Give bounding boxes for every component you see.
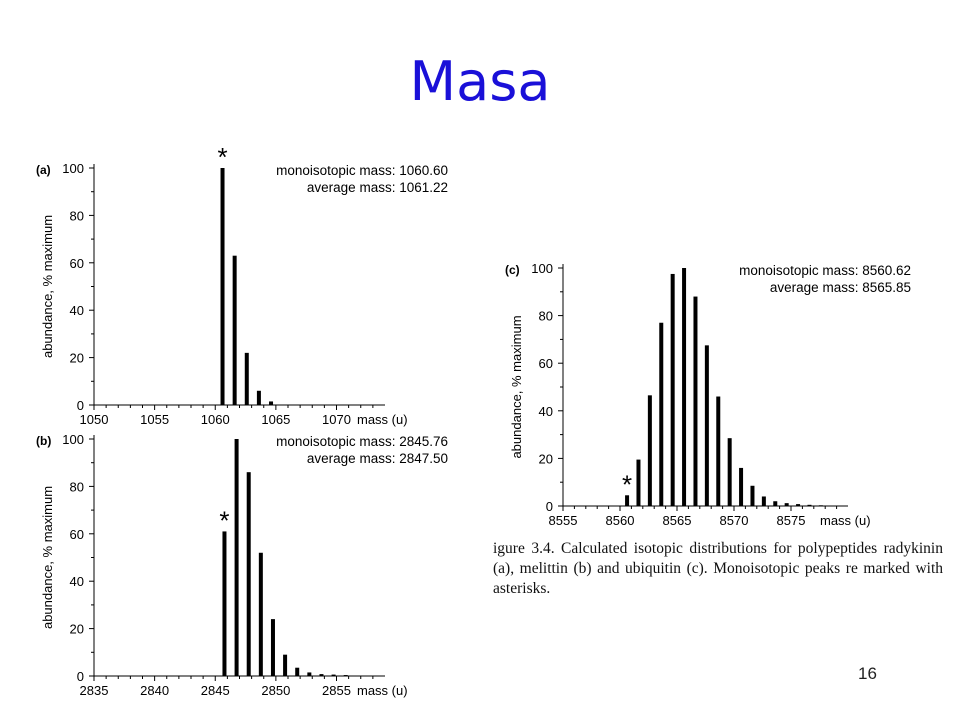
isotope-bar [319, 674, 324, 676]
y-tick-label: 60 [539, 356, 553, 371]
isotope-bar [727, 438, 732, 506]
x-tick-label: 1065 [261, 412, 290, 427]
y-axis-label: abundance, % maximum [40, 215, 55, 358]
figure-caption: igure 3.4. Calculated isotopic distribut… [493, 540, 943, 597]
isotope-bar [244, 352, 249, 405]
isotope-bar [234, 439, 239, 676]
monoisotopic-asterisk: * [217, 142, 227, 172]
isotope-bar [307, 672, 312, 676]
chart-panel-a: 0 20 40 60 80 100 1050 1055 1060 1065 1070 mass (u)… [36, 142, 448, 427]
isotope-bar [796, 504, 801, 506]
isotope-bar [739, 467, 744, 506]
isotope-bar [818, 505, 823, 506]
x-axis-label: mass (u) [357, 412, 408, 427]
y-tick-label: 60 [70, 527, 84, 542]
y-tick-label: 60 [70, 256, 84, 271]
y-tick-label: 80 [70, 208, 84, 223]
isotope-bar [625, 495, 630, 506]
isotope-bar [258, 552, 263, 676]
y-tick-label: 20 [70, 622, 84, 637]
x-tick-label: 8570 [720, 513, 749, 528]
average-mass-annotation: average mass: 8565.85 [770, 280, 911, 295]
isotope-bar [343, 675, 348, 676]
x-tick-label: 1070 [322, 412, 351, 427]
average-mass-annotation: average mass: 1061.22 [307, 180, 448, 195]
monoisotopic-mass-annotation: monoisotopic mass: 8560.62 [739, 263, 911, 278]
y-tick-label: 80 [539, 309, 553, 324]
isotope-bar [246, 472, 251, 676]
y-tick-label: 20 [539, 451, 553, 466]
y-tick-label: 40 [539, 404, 553, 419]
isotope-bar [222, 531, 227, 676]
isotope-bar [716, 396, 721, 506]
isotope-bar [807, 504, 812, 506]
monoisotopic-mass-annotation: monoisotopic mass: 2845.76 [276, 434, 448, 449]
y-tick-label: 0 [77, 398, 84, 413]
monoisotopic-asterisk: * [219, 505, 229, 535]
panel-label-a: (a) [36, 163, 51, 177]
y-tick-label: 40 [70, 303, 84, 318]
isotope-bar [295, 667, 300, 676]
chart-panel-c: 0 20 40 60 80 100 8555 8560 8565 8570 8575 mass (u)… [505, 261, 911, 528]
x-tick-label: 2845 [201, 683, 230, 698]
x-axis-label: mass (u) [357, 683, 408, 698]
x-tick-label: 2835 [80, 683, 109, 698]
y-axis-label: abundance, % maximum [40, 486, 55, 629]
isotope-bar [269, 401, 274, 405]
x-tick-label: 8555 [549, 513, 578, 528]
isotope-bar [220, 168, 225, 405]
monoisotopic-mass-annotation: monoisotopic mass: 1060.60 [276, 163, 448, 178]
isotope-bar [761, 496, 766, 506]
y-tick-label: 40 [70, 574, 84, 589]
y-tick-label: 100 [62, 432, 84, 447]
isotope-bar [773, 501, 778, 506]
isotope-bar [283, 654, 288, 676]
x-tick-label: 8565 [663, 513, 692, 528]
panel-label-b: (b) [36, 434, 51, 448]
isotope-bar [232, 255, 237, 405]
isotope-bar [270, 619, 275, 676]
y-axis-label: abundance, % maximum [509, 315, 524, 458]
x-tick-label: 8575 [777, 513, 806, 528]
isotope-bar [636, 459, 641, 506]
x-tick-label: 8560 [606, 513, 635, 528]
isotope-bar [682, 268, 687, 506]
panel-label-c: (c) [505, 263, 520, 277]
isotope-bar [647, 395, 652, 506]
page-number: 16 [858, 664, 877, 683]
isotope-bar [704, 345, 709, 506]
y-tick-label: 100 [62, 161, 84, 176]
average-mass-annotation: average mass: 2847.50 [307, 451, 448, 466]
y-tick-label: 20 [70, 351, 84, 366]
isotope-bar [830, 505, 835, 507]
x-tick-label: 2855 [322, 683, 351, 698]
y-tick-label: 80 [70, 479, 84, 494]
monoisotopic-asterisk: * [622, 469, 632, 499]
slide-title: Masa [409, 50, 551, 113]
y-tick-label: 0 [77, 669, 84, 684]
chart-panel-b: 0 20 40 60 80 100 2835 2840 2845 2850 2855 mass (u)… [36, 432, 448, 698]
x-axis-label: mass (u) [820, 513, 871, 528]
y-tick-label: 0 [546, 499, 553, 514]
x-tick-label: 1060 [201, 412, 230, 427]
isotope-bar [670, 273, 675, 506]
x-tick-label: 2840 [140, 683, 169, 698]
isotope-bar [331, 674, 336, 676]
x-tick-label: 1050 [80, 412, 109, 427]
isotope-bar [750, 485, 755, 506]
x-tick-label: 2850 [261, 683, 290, 698]
isotope-bar [693, 296, 698, 506]
isotope-bar [256, 390, 261, 405]
x-tick-label: 1055 [140, 412, 169, 427]
isotope-bar [784, 503, 789, 506]
y-tick-label: 100 [531, 261, 553, 276]
isotope-bar [659, 322, 664, 506]
